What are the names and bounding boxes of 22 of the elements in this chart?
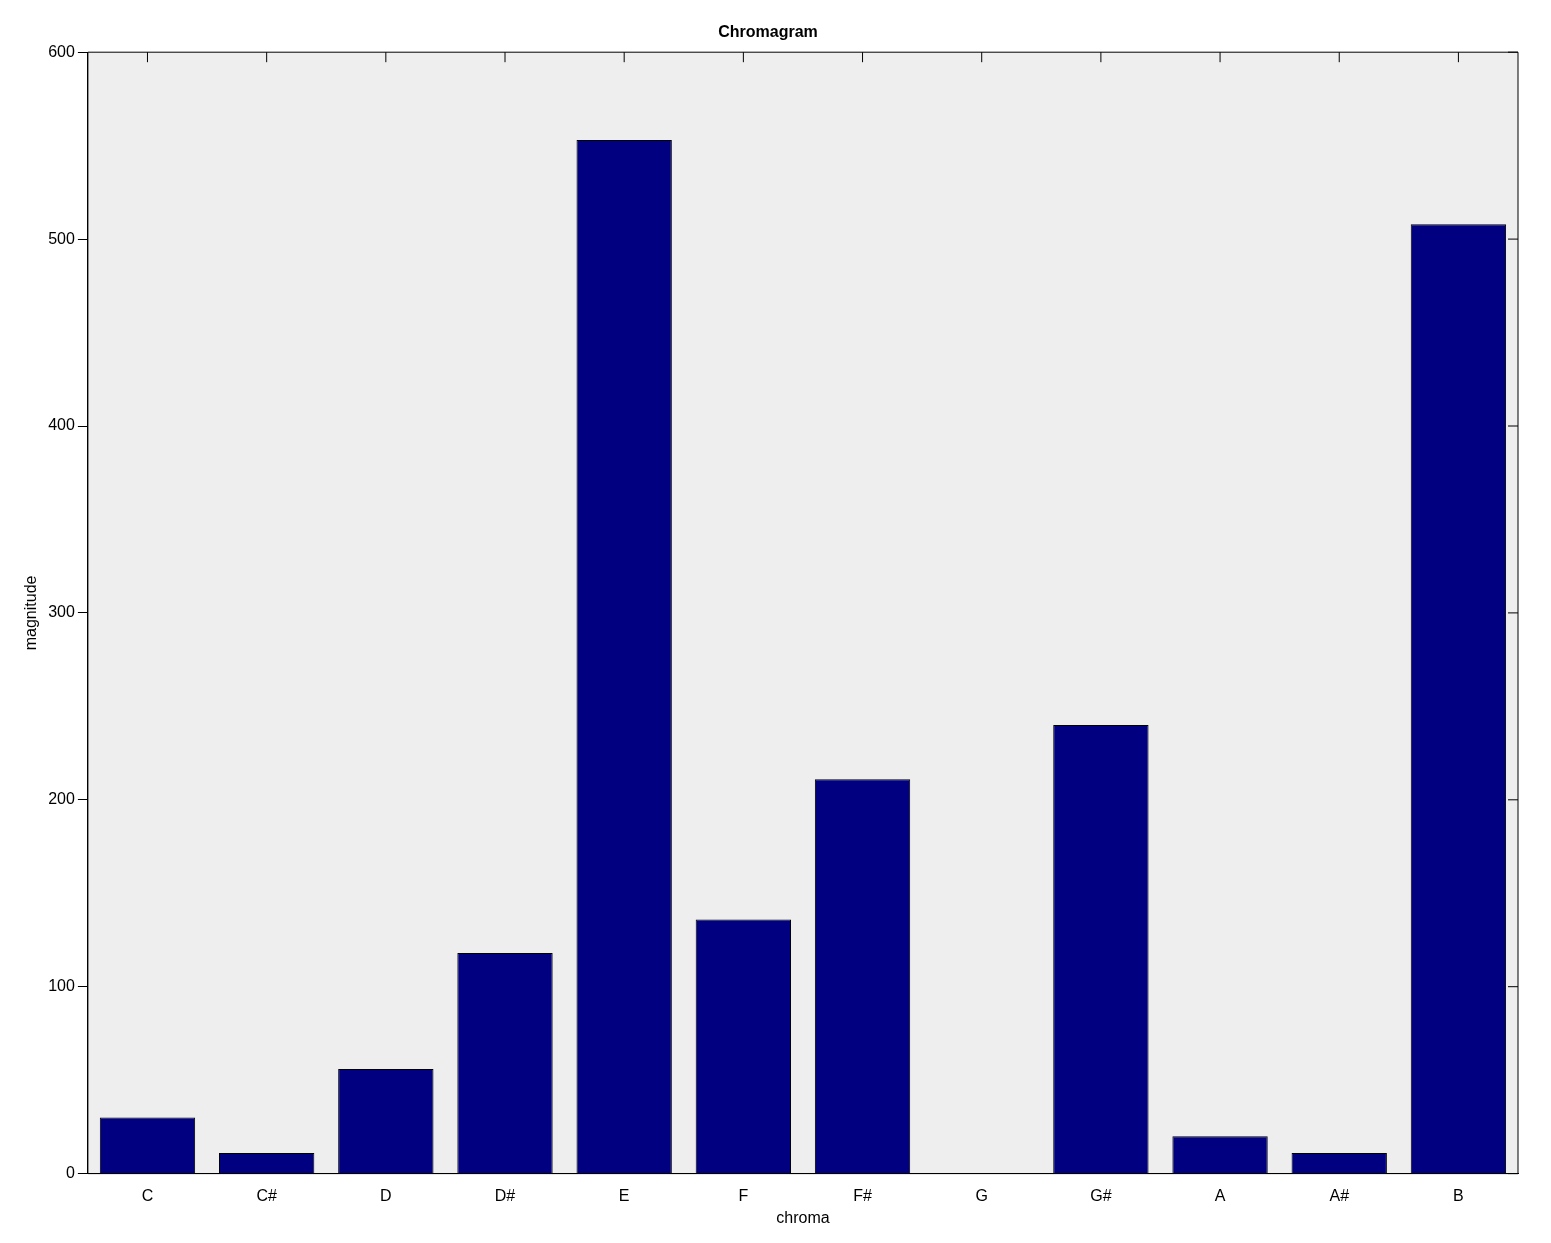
y-tick-label: 100 (48, 977, 75, 995)
x-axis-title: chroma (776, 1208, 830, 1226)
x-tick-label: A (1214, 1186, 1226, 1204)
y-tick-label: 300 (48, 603, 75, 621)
chart-title: Chromagram (718, 23, 818, 41)
y-tick-label: 400 (48, 416, 75, 434)
x-tick-label: F (738, 1186, 749, 1204)
x-tick-label: E (618, 1186, 630, 1204)
y-axis-title: magnitude (22, 575, 40, 651)
x-tick-label: D (380, 1186, 392, 1204)
x-tick-label: B (1453, 1186, 1464, 1204)
y-tick-label: 200 (48, 790, 75, 808)
x-tick-label: G# (1090, 1186, 1112, 1204)
x-tick-label: D# (494, 1186, 516, 1204)
y-tick-label: 600 (48, 42, 75, 60)
x-tick-label: C (141, 1186, 154, 1204)
y-tick-label: 500 (48, 229, 75, 247)
x-tick-label: G (975, 1186, 988, 1204)
x-tick-label: C# (256, 1186, 277, 1204)
y-tick-label: 0 (65, 1164, 75, 1182)
x-tick-label: F# (853, 1186, 872, 1204)
x-tick-label: A# (1329, 1186, 1350, 1204)
